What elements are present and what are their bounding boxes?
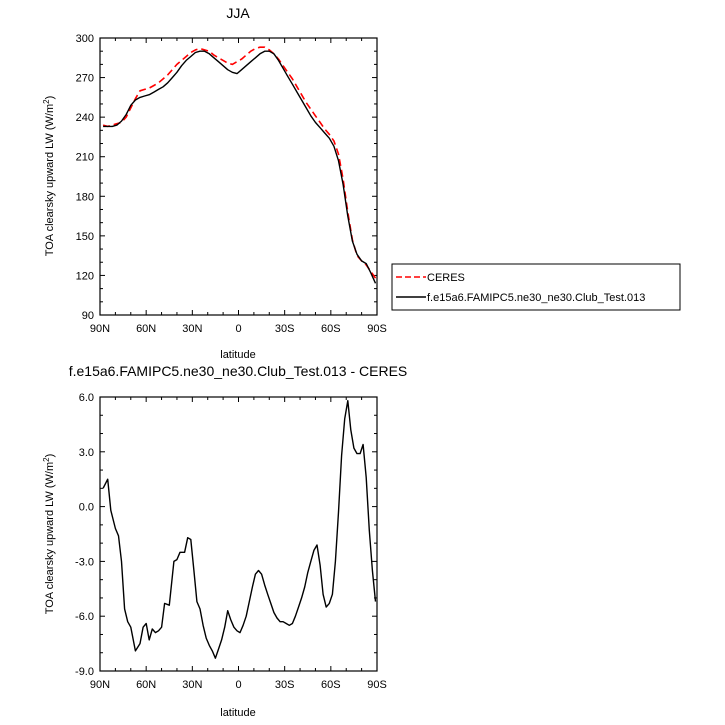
top-chart-title: JJA (226, 5, 250, 21)
top-chart-x-axis-label: latitude (220, 349, 255, 361)
top-chart-y-tick-label: 150 (76, 231, 94, 243)
bottom-chart-y-axis-label: TOA clearsky upward LW (W/m2) (42, 454, 56, 615)
top-chart-x-tick-label: 0 (235, 323, 241, 335)
top-chart-series-line-1 (103, 50, 377, 284)
top-chart-series-line-0 (102, 46, 377, 279)
top-chart-y-tick-label: 120 (76, 270, 94, 282)
bottom-chart-x-tick-label: 90S (367, 679, 387, 691)
top-chart-panel: JJA TOA clearsky upward LW (W/m2) latitu… (42, 5, 387, 361)
top-chart-legend: CERES f.e15a6.FAMIPC5.ne30_ne30.Club_Tes… (391, 263, 681, 311)
top-chart-x-tick-label: 90S (367, 323, 387, 335)
legend-label-ceres: CERES (427, 272, 465, 284)
bottom-chart-y-tick-label: -9.0 (75, 666, 94, 678)
svg-text:TOA clearsky upward LW (W/m2): TOA clearsky upward LW (W/m2) (42, 96, 56, 257)
bottom-chart-y-tick-label: -6.0 (75, 611, 94, 623)
top-chart-y-tick-label: 240 (76, 112, 94, 124)
bottom-chart-x-tick-label: 30S (275, 679, 295, 691)
bottom-chart-y-tick-label: 0.0 (79, 502, 94, 514)
bottom-chart-series-line-0 (102, 400, 377, 659)
top-chart-y-tick-label: 180 (76, 191, 94, 203)
top-chart-y-tick-label: 300 (76, 33, 94, 45)
top-chart-x-tick-label: 60N (136, 323, 156, 335)
bottom-chart-x-tick-label: 60N (136, 679, 156, 691)
top-chart-y-axis-label: TOA clearsky upward LW (W/m2) (42, 96, 56, 257)
top-chart-plot-frame (99, 37, 378, 316)
bottom-chart-x-tick-label: 90N (90, 679, 110, 691)
svg-text:TOA clearsky upward LW (W/m2): TOA clearsky upward LW (W/m2) (42, 454, 56, 615)
top-chart-y-tick-label: 270 (76, 73, 94, 85)
top-chart-y-tick-label: 90 (82, 310, 94, 322)
bottom-chart-y-tick-label: -3.0 (75, 556, 94, 568)
top-chart-x-tick-label: 90N (90, 323, 110, 335)
legend-label-model: f.e15a6.FAMIPC5.ne30_ne30.Club_Test.013 (427, 292, 645, 304)
bottom-chart-y-tick-label: 6.0 (79, 392, 94, 404)
bottom-chart-x-tick-label: 30N (182, 679, 202, 691)
bottom-chart-y-tick-label: 3.0 (79, 447, 94, 459)
top-chart-x-tick-label: 30S (275, 323, 295, 335)
bottom-chart-x-axis-label: latitude (220, 707, 255, 719)
bottom-chart-panel: f.e15a6.FAMIPC5.ne30_ne30.Club_Test.013 … (42, 363, 407, 719)
bottom-chart-x-tick-label: 60S (321, 679, 341, 691)
bottom-chart-title: f.e15a6.FAMIPC5.ne30_ne30.Club_Test.013 … (69, 363, 408, 379)
top-chart-y-tick-label: 210 (76, 152, 94, 164)
top-chart-x-tick-label: 30N (182, 323, 202, 335)
legend-frame (391, 263, 681, 311)
top-chart-x-tick-label: 60S (321, 323, 341, 335)
bottom-chart-x-tick-label: 0 (235, 679, 241, 691)
bottom-chart-plot-frame (99, 396, 378, 672)
